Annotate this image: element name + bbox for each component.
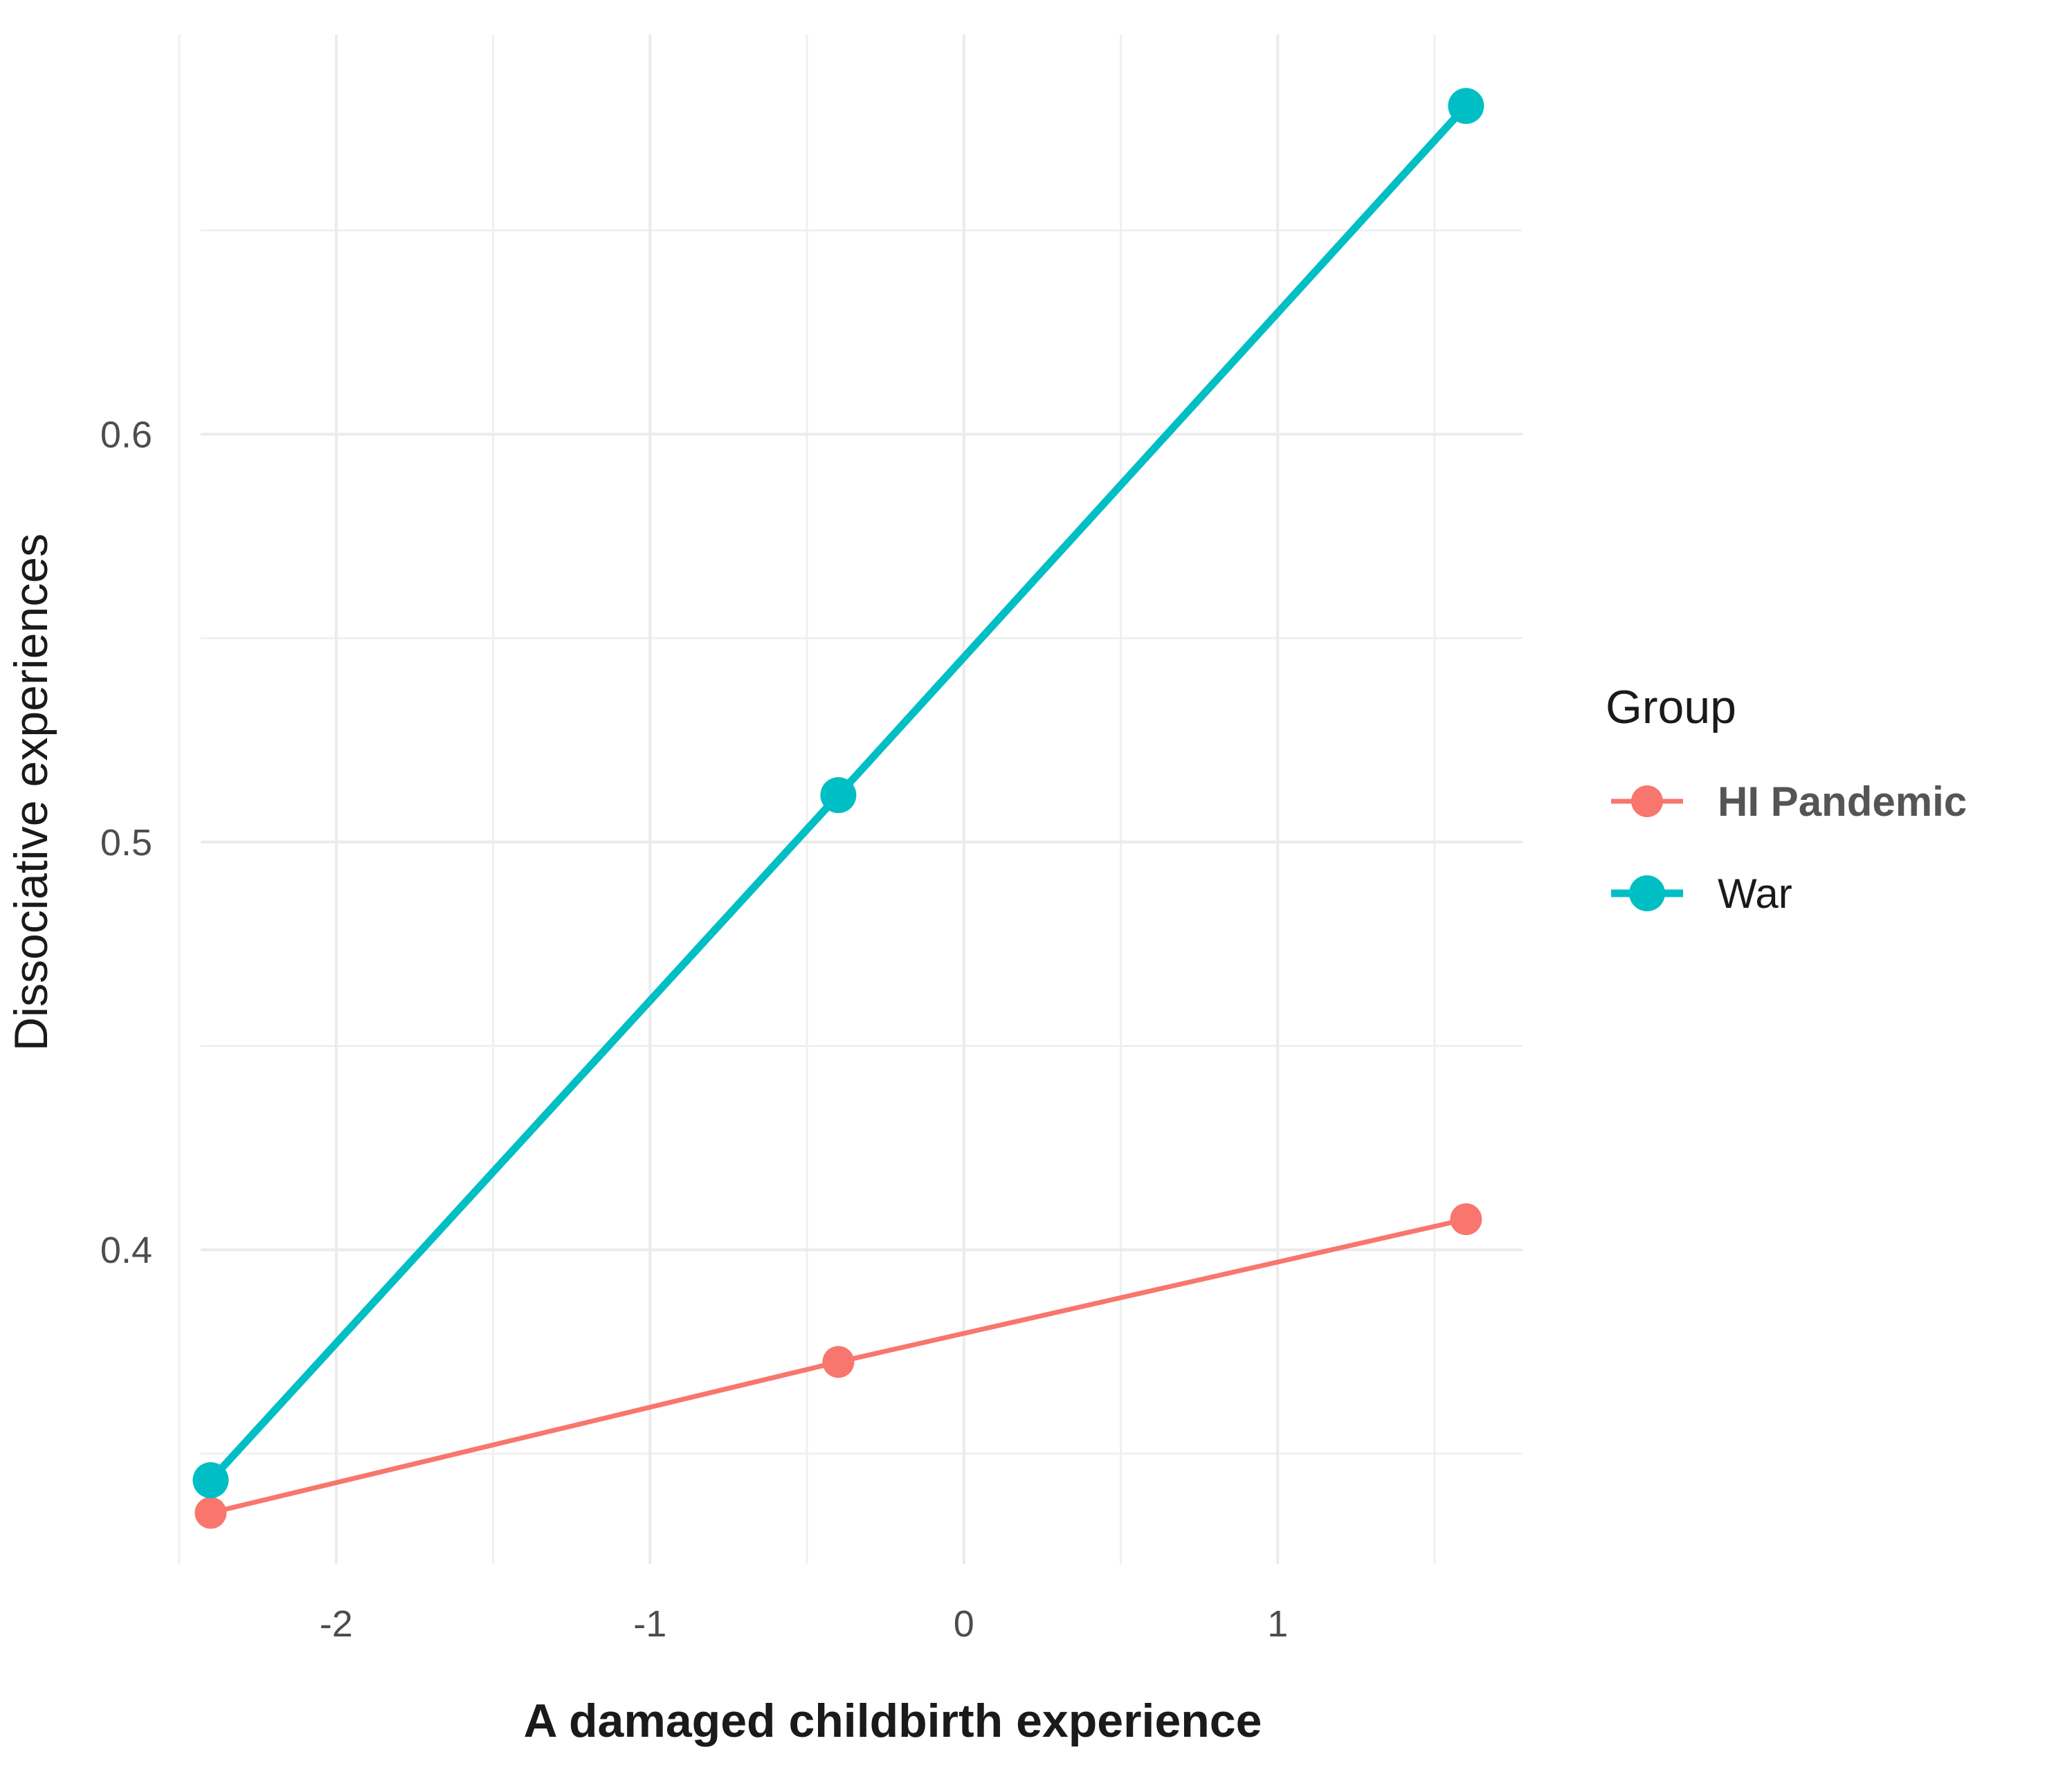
data-point [194, 1497, 227, 1529]
x-tick-label: 0 [954, 1603, 974, 1645]
legend-item: War [1611, 870, 1792, 917]
legend-key-point [1631, 785, 1663, 817]
legend-title: Group [1606, 681, 1736, 733]
legend-label: War [1718, 870, 1792, 917]
legend-item: HI Pandemic [1611, 778, 1967, 825]
y-axis-title: Dissociative experiences [5, 533, 57, 1051]
y-tick-label: 0.6 [100, 414, 152, 456]
legend-label: HI Pandemic [1718, 778, 1967, 825]
x-axis-title: A damaged childbirth experience [524, 1695, 1262, 1747]
data-point [1450, 1203, 1482, 1236]
x-tick-label: -2 [320, 1603, 353, 1645]
legend-key-point [1629, 875, 1665, 911]
data-point [1448, 88, 1484, 125]
series-hi-pandemic [194, 1203, 1482, 1529]
data-point [192, 1462, 229, 1499]
y-axis-ticks: 0.4 0.5 0.6 [100, 414, 152, 1272]
x-tick-label: -1 [633, 1603, 666, 1645]
series-war [192, 88, 1484, 1499]
series-layer [192, 88, 1484, 1529]
x-axis-ticks: -2 -1 0 1 [320, 1603, 1288, 1645]
data-point [820, 777, 857, 814]
y-tick-label: 0.5 [100, 822, 152, 864]
data-point [822, 1346, 855, 1378]
legend: Group HI Pandemic War [1606, 681, 1967, 917]
x-tick-label: 1 [1267, 1603, 1288, 1645]
y-tick-label: 0.4 [100, 1230, 152, 1271]
minor-gridlines [178, 35, 1523, 1564]
